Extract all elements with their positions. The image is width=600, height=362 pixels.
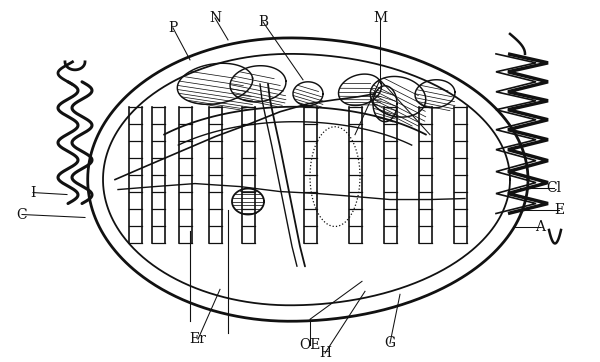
Text: H: H [319, 346, 331, 360]
Text: P: P [169, 21, 178, 35]
Text: Cl: Cl [547, 181, 562, 194]
Text: I: I [31, 186, 35, 199]
Text: E: E [554, 202, 564, 216]
Text: C: C [17, 207, 28, 222]
Text: M: M [373, 11, 387, 25]
Text: Er: Er [190, 332, 206, 346]
Text: A: A [535, 220, 545, 235]
Text: B: B [258, 15, 268, 29]
Text: N: N [209, 11, 221, 25]
Text: G: G [385, 336, 395, 350]
Text: OE: OE [299, 338, 320, 352]
